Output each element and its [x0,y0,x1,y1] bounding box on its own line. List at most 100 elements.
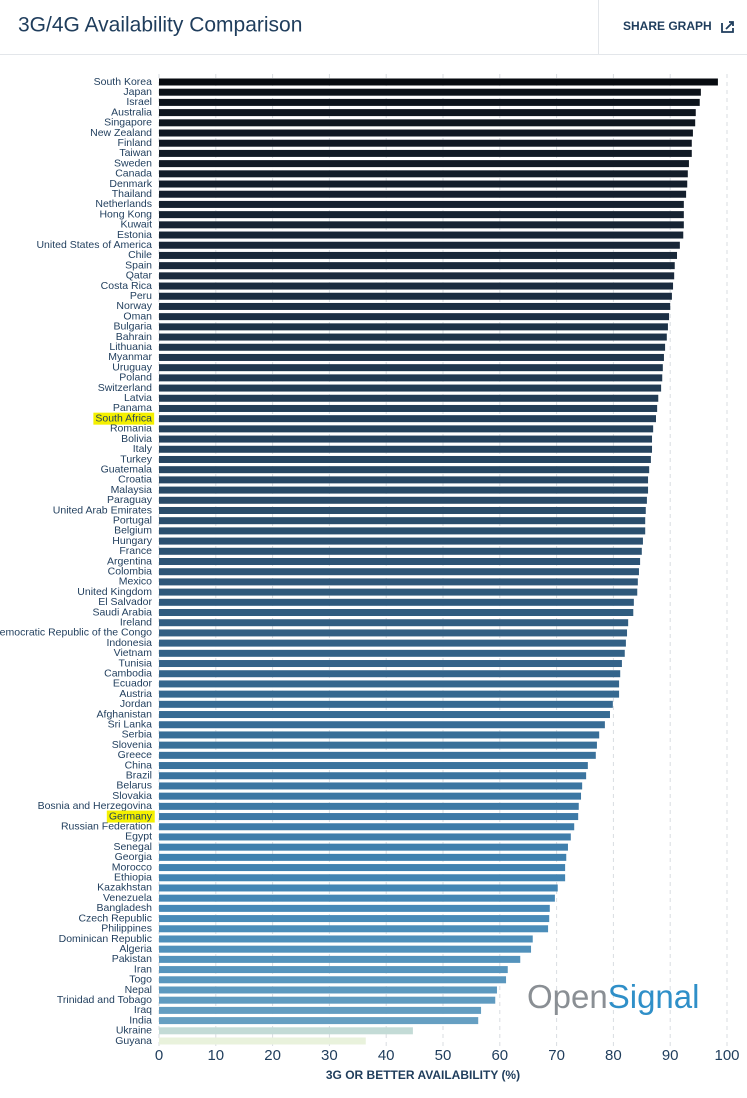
y-tick-label: Turkey [120,453,152,465]
y-tick-label: Saudi Arabia [92,606,152,618]
y-tick-label: Kuwait [120,219,152,231]
y-tick-label: Ethiopia [114,872,152,884]
y-tick-label: United Kingdom [77,586,152,598]
watermark: OpenSignal [527,978,699,1015]
bar [159,160,689,168]
y-tick-label: Colombia [108,565,153,577]
bar [159,986,497,994]
bar [159,711,610,719]
y-tick-label: Bulgaria [113,321,152,333]
bar [159,445,653,453]
bar [159,333,667,341]
y-tick-label: Kazakhstan [97,882,152,894]
bar [159,435,653,443]
bar [159,78,718,86]
y-tick-label: Belarus [116,780,152,792]
share-icon[interactable] [721,21,734,33]
y-tick-label: Iraq [134,1004,152,1016]
y-tick-label: United Arab Emirates [53,504,152,516]
bar [159,394,659,402]
bar [159,864,566,872]
bar [159,619,629,627]
bar [159,88,701,96]
y-tick-label: Russian Federation [61,821,152,833]
bar [159,282,674,290]
bar [159,568,639,576]
y-tick-label: Oman [123,310,152,322]
bar [159,833,571,841]
y-tick-label: Italy [133,443,153,455]
watermark-part: Signal [608,978,700,1015]
y-tick-label: Dominican Republic [59,933,152,945]
y-tick-label: Algeria [119,943,152,955]
y-tick-label: Georgia [115,851,153,863]
y-tick-label: Serbia [122,729,153,741]
share-label[interactable]: SHARE GRAPH [623,19,712,33]
y-tick-label: New Zealand [90,127,152,139]
y-tick-label: Bangladesh [97,902,153,914]
bar [159,302,671,310]
bar [159,904,550,912]
y-tick-label: Guatemala [101,463,153,475]
bar [159,374,663,382]
y-tick-label: Togo [129,974,152,986]
bar [159,251,678,259]
y-tick-label: Jordan [120,698,152,710]
bar [159,802,579,810]
bar [159,170,688,178]
y-tick-label: Democratic Republic of the Congo [0,627,152,639]
y-tick-label: Canada [115,168,152,180]
bar [159,384,662,392]
y-tick-label: Spain [125,259,152,271]
bar [159,894,555,902]
bar [159,945,532,953]
y-tick-label: China [125,759,153,771]
bar [159,996,496,1004]
y-tick-label: Hong Kong [99,208,152,220]
bar [159,425,654,433]
y-tick-label: Philippines [101,923,152,935]
bar [159,272,675,280]
bar [159,598,634,606]
y-tick-label: Lithuania [109,341,152,353]
y-tick-label: Chile [128,249,152,261]
bar [159,323,668,331]
bar [159,139,692,147]
y-tick-label: Iran [134,963,152,975]
share-button[interactable]: SHARE GRAPH [623,19,734,33]
y-tick-label: Taiwan [119,147,152,159]
bar [159,670,621,678]
bar [159,680,620,688]
bar [159,731,600,739]
bar [159,578,638,586]
y-tick-label: Nepal [125,984,152,996]
y-tick-label: Morocco [112,861,152,873]
y-tick-label: Guyana [115,1035,152,1047]
y-tick-label: Estonia [117,229,152,241]
y-tick-label: Afghanistan [97,708,153,720]
y-tick-label: Cambodia [104,668,152,680]
bar [159,1017,479,1025]
bar [159,792,582,800]
label-highlight [106,810,155,823]
bar [159,241,680,249]
bar [159,874,566,882]
bar [159,1006,482,1014]
bar [159,364,663,372]
y-tick-label: Ireland [120,616,152,628]
bar [159,292,672,300]
bar [159,313,670,321]
y-tick-label: Slovakia [112,790,152,802]
bar [159,925,549,933]
bar [159,537,643,545]
y-tick-label: Indonesia [106,637,152,649]
y-tick-label: Austria [119,688,152,700]
x-axis-title: 3G OR BETTER AVAILABILITY (%) [326,1068,520,1082]
y-tick-label: Norway [116,300,152,312]
bar [159,649,625,657]
y-tick-label: Malaysia [111,484,153,496]
page-title: 3G/4G Availability Comparison [18,14,302,37]
bar [159,343,666,351]
bar [159,200,684,208]
y-tick-label: Uruguay [112,361,152,373]
